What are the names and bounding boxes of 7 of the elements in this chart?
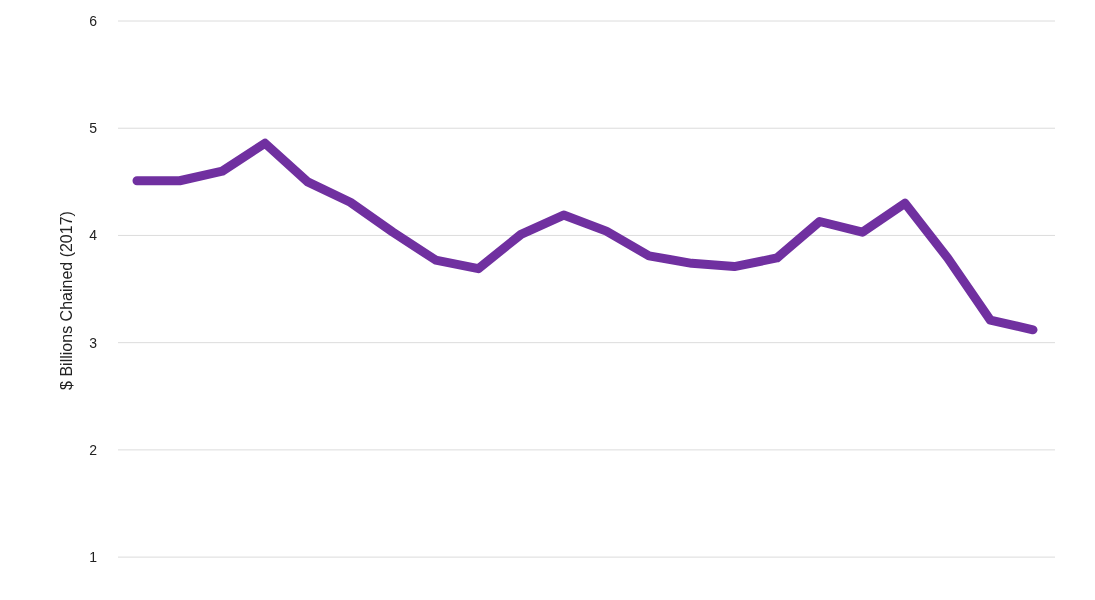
y-tick-label: 4 [89, 227, 98, 244]
y-tick-label: 2 [89, 441, 98, 458]
y-tick-label: 6 [89, 12, 98, 29]
y-tick-label: 5 [89, 120, 98, 137]
y-axis-title: $ Billions Chained (2017) [58, 211, 75, 390]
y-tick-label: 3 [89, 334, 98, 351]
y-tick-label: 1 [89, 549, 98, 566]
